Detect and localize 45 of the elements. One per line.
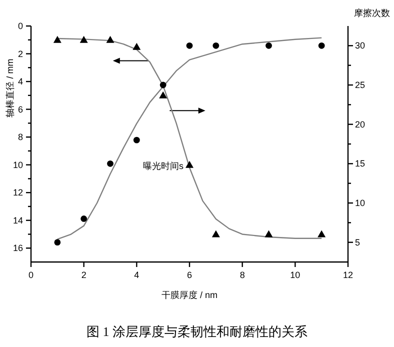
- point: [54, 239, 61, 246]
- point: [80, 216, 88, 222]
- y2-tick-label: 30: [355, 40, 366, 51]
- x-tick-label: 0: [28, 270, 34, 280]
- point: [212, 230, 220, 238]
- x-tick-label: 2: [81, 270, 86, 280]
- point: [159, 91, 168, 98]
- y2-tick-label: 5: [355, 237, 360, 248]
- y-tick-label: 0: [18, 21, 23, 31]
- x-tick-label: 4: [134, 270, 140, 280]
- point: [132, 42, 141, 50]
- point: [133, 136, 140, 144]
- annotation: 曝光时间s: [143, 160, 184, 171]
- y-tick-label: 12: [12, 188, 23, 198]
- y2-tick-label: 20: [355, 119, 366, 130]
- y-tick-label: 2: [18, 48, 23, 59]
- point: [318, 42, 325, 49]
- point: [186, 160, 194, 168]
- text: 图 1 涂层厚度与柔韧性和耐磨性的关系: [86, 324, 308, 339]
- y-tick-label: 14: [12, 215, 23, 226]
- point: [160, 82, 166, 88]
- y-tick-label: 10: [12, 160, 23, 170]
- y2-axis-title: 摩擦次数: [354, 8, 390, 18]
- y-tick-label: 16: [12, 243, 23, 254]
- point: [186, 42, 193, 49]
- point: [212, 42, 220, 49]
- point: [107, 160, 114, 167]
- point: [264, 230, 273, 238]
- point: [106, 36, 114, 43]
- y2-tick-label: 25: [355, 80, 366, 90]
- point: [53, 36, 62, 43]
- x-tick-label: 10: [290, 270, 300, 280]
- point: [80, 36, 88, 43]
- x-tick-label: 12: [342, 270, 354, 280]
- point: [318, 230, 326, 238]
- x-tick-label: 8: [240, 270, 245, 280]
- y-axis-title: 轴棒直径 / mm: [5, 58, 15, 118]
- y-tick-label: 6: [18, 104, 23, 114]
- y-tick-label: 8: [18, 132, 23, 142]
- x-tick-label: 6: [186, 270, 192, 280]
- y2-tick-label: 15: [355, 158, 366, 169]
- y2-tick-label: 10: [355, 198, 366, 208]
- point: [266, 42, 272, 49]
- y-tick-label: 4: [18, 76, 23, 87]
- x-axis-title: 干膜厚度 / nm: [161, 290, 218, 300]
